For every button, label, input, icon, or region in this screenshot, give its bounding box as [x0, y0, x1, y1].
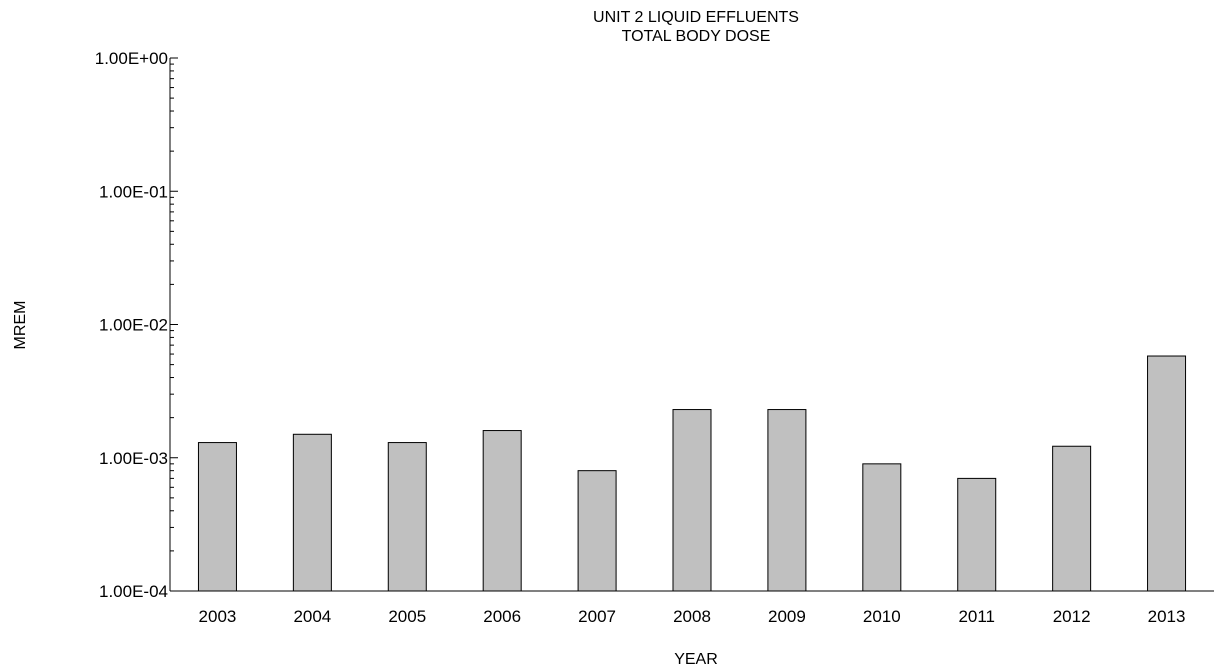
x-axis-label: YEAR	[674, 651, 718, 668]
x-tick-label: 2008	[673, 607, 711, 626]
x-tick-label: 2009	[768, 607, 806, 626]
y-tick-label: 1.00E-01	[99, 182, 168, 201]
bar-2004	[292, 433, 332, 592]
y-tick-label: 1.00E-04	[99, 582, 168, 601]
chart-title: UNIT 2 LIQUID EFFLUENTS	[593, 9, 799, 26]
x-tick-label: 2013	[1148, 607, 1186, 626]
x-tick-label: 2006	[483, 607, 521, 626]
x-tick-label: 2005	[388, 607, 426, 626]
y-tick-label: 1.00E+00	[95, 49, 168, 68]
y-tick-label: 1.00E-03	[99, 449, 168, 468]
bar-2011	[957, 477, 997, 592]
plot-area: 1.00E+00 1.00E-01 1.00E-02 1.00E-03 1.00E-04…	[95, 49, 1214, 626]
bar-2005	[387, 442, 427, 592]
bar-2006	[482, 430, 522, 592]
bar-2008	[672, 409, 712, 592]
x-tick-label: 2010	[863, 607, 901, 626]
x-tick-label: 2011	[958, 607, 995, 626]
bar-2012	[1052, 445, 1092, 592]
bar-2009	[767, 409, 807, 592]
bar-2010	[862, 463, 902, 592]
y-tick-label: 1.00E-02	[99, 316, 168, 335]
bar-2007	[577, 470, 617, 592]
x-tick-label: 2012	[1053, 607, 1091, 626]
bar-2003	[197, 442, 237, 592]
bar-2013	[1147, 355, 1187, 592]
x-tick-label: 2004	[293, 607, 331, 626]
chart-subtitle: TOTAL BODY DOSE	[622, 28, 771, 45]
x-tick-label: 2007	[578, 607, 616, 626]
y-axis-label: MREM	[12, 301, 29, 350]
x-tick-label: 2003	[199, 607, 237, 626]
